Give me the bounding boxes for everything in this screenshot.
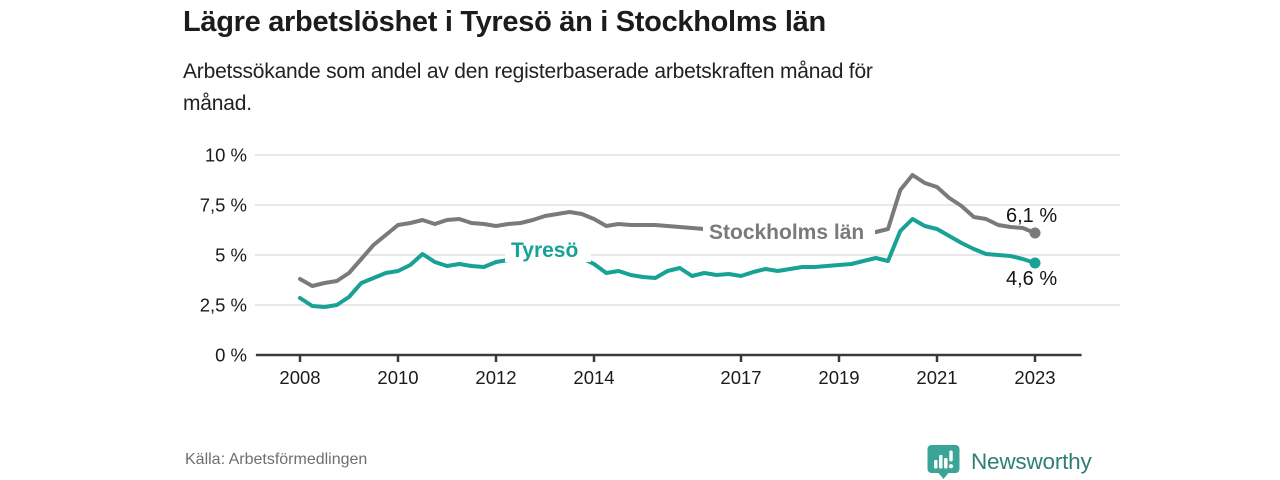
source-note: Källa: Arbetsförmedlingen	[185, 451, 368, 468]
newsworthy-wordmark: Newsworthy	[971, 448, 1092, 474]
chart-subtitle-line-1: Arbetssökande som andel av den registerb…	[183, 60, 873, 84]
x-axis-label: 2010	[377, 367, 418, 388]
x-axis-label: 2012	[475, 367, 516, 388]
series-label-tyreso: Tyresö	[511, 239, 578, 262]
chart-subtitle-line-2: månad.	[183, 91, 252, 115]
series-end-dot-tyreso	[1029, 257, 1041, 269]
x-axis-label: 2019	[818, 367, 859, 388]
end-value-label-tyreso: 4,6 %	[1006, 268, 1057, 290]
chart-subtitle: Arbetssökande som andel av den registerb…	[183, 56, 1083, 119]
x-axis-label: 2021	[916, 367, 957, 388]
chart-title: Lägre arbetslöshet i Tyresö än i Stockho…	[183, 6, 826, 38]
newsworthy-bubble-chart-icon	[927, 445, 960, 479]
y-axis-label: 2,5 %	[200, 295, 247, 316]
y-axis-label: 5 %	[215, 245, 247, 266]
series-label-mask-stockholm	[703, 217, 875, 244]
y-axis-label: 10 %	[205, 145, 247, 166]
newsworthy-logo: Newsworthy	[925, 443, 1092, 480]
series-line-tyreso	[298, 217, 1037, 309]
x-axis-label: 2014	[573, 367, 614, 388]
y-axis-label: 0 %	[215, 345, 247, 366]
y-axis-label: 7,5 %	[200, 195, 247, 216]
series-end-dot-stockholm	[1029, 227, 1041, 239]
x-axis-label: 2023	[1014, 367, 1055, 388]
series-label-stockholm: Stockholms län	[709, 221, 864, 244]
series-label-mask-tyreso	[505, 235, 591, 262]
series-line-stockholm	[298, 173, 1037, 288]
end-value-label-stockholm: 6,1 %	[1006, 205, 1057, 227]
x-axis-label: 2008	[279, 367, 320, 388]
x-axis-label: 2017	[720, 367, 761, 388]
chart-header: Lägre arbetslöshet i Tyresö än i Stockho…	[183, 6, 1083, 119]
